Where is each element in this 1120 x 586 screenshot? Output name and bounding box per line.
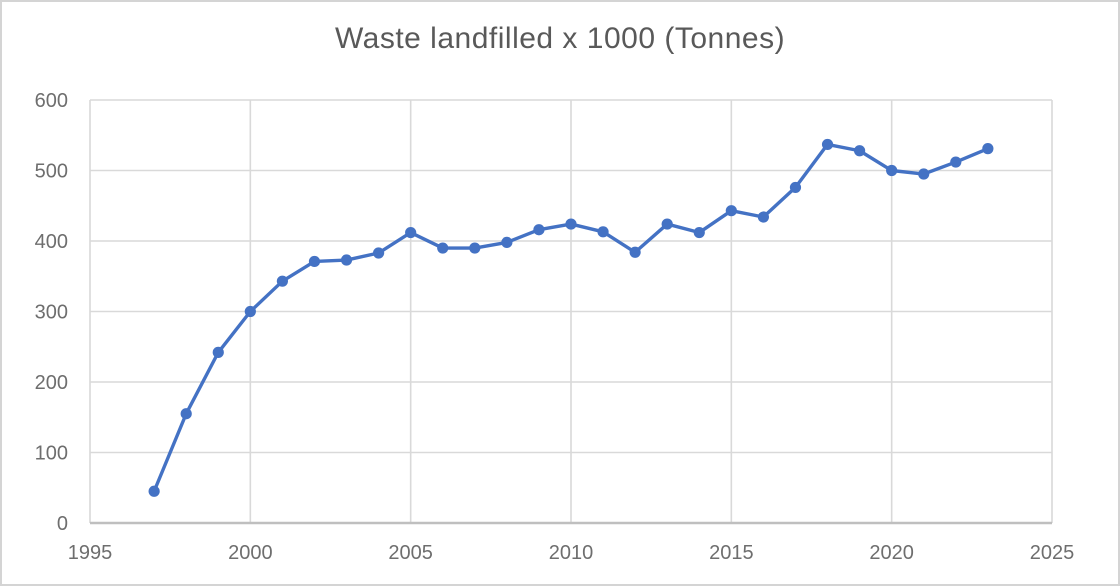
y-axis-tick-label: 0	[57, 513, 68, 535]
x-axis-tick-label: 2020	[869, 542, 914, 564]
data-point-marker	[501, 236, 513, 249]
data-point-marker	[757, 211, 770, 223]
data-point-marker	[405, 226, 417, 239]
x-axis-tick-label: 2025	[1030, 542, 1075, 564]
data-point-marker	[565, 218, 577, 230]
data-point-marker	[180, 408, 192, 420]
data-point-marker	[308, 255, 321, 268]
data-point-marker	[886, 164, 898, 177]
y-axis-tick-label: 100	[35, 443, 68, 465]
data-point-marker	[982, 143, 994, 155]
data-point-marker	[276, 275, 288, 287]
data-point-marker	[533, 224, 545, 236]
data-point-marker	[148, 485, 160, 497]
data-point-marker	[437, 242, 449, 254]
y-axis-tick-label: 400	[35, 231, 68, 253]
data-point-marker	[597, 226, 609, 238]
chart-title: Waste landfilled x 1000 (Tonnes)	[334, 22, 786, 55]
data-point-marker	[918, 168, 930, 180]
y-axis-tick-label: 500	[35, 161, 68, 183]
y-axis-tick-label: 600	[35, 90, 68, 112]
data-point-marker	[212, 346, 224, 358]
data-point-marker	[661, 218, 673, 230]
data-point-marker	[789, 181, 802, 194]
x-axis-tick-label: 2010	[549, 542, 594, 564]
x-axis-tick-label: 1995	[68, 542, 113, 564]
x-axis-tick-label: 2000	[228, 542, 273, 564]
data-point-marker	[821, 138, 834, 151]
data-point-marker	[854, 145, 866, 157]
data-point-marker	[629, 246, 641, 258]
y-axis-tick-label: 200	[35, 372, 68, 394]
x-axis-tick-label: 2015	[709, 542, 754, 564]
data-point-marker	[373, 247, 385, 259]
data-point-marker	[950, 156, 962, 168]
y-axis-tick-label: 300	[35, 302, 68, 324]
data-point-marker	[469, 242, 481, 254]
data-point-marker	[725, 205, 737, 217]
x-axis-tick-label: 2005	[388, 542, 433, 564]
data-point-marker	[340, 254, 353, 266]
data-point-marker	[693, 226, 705, 239]
data-point-marker	[244, 305, 256, 318]
